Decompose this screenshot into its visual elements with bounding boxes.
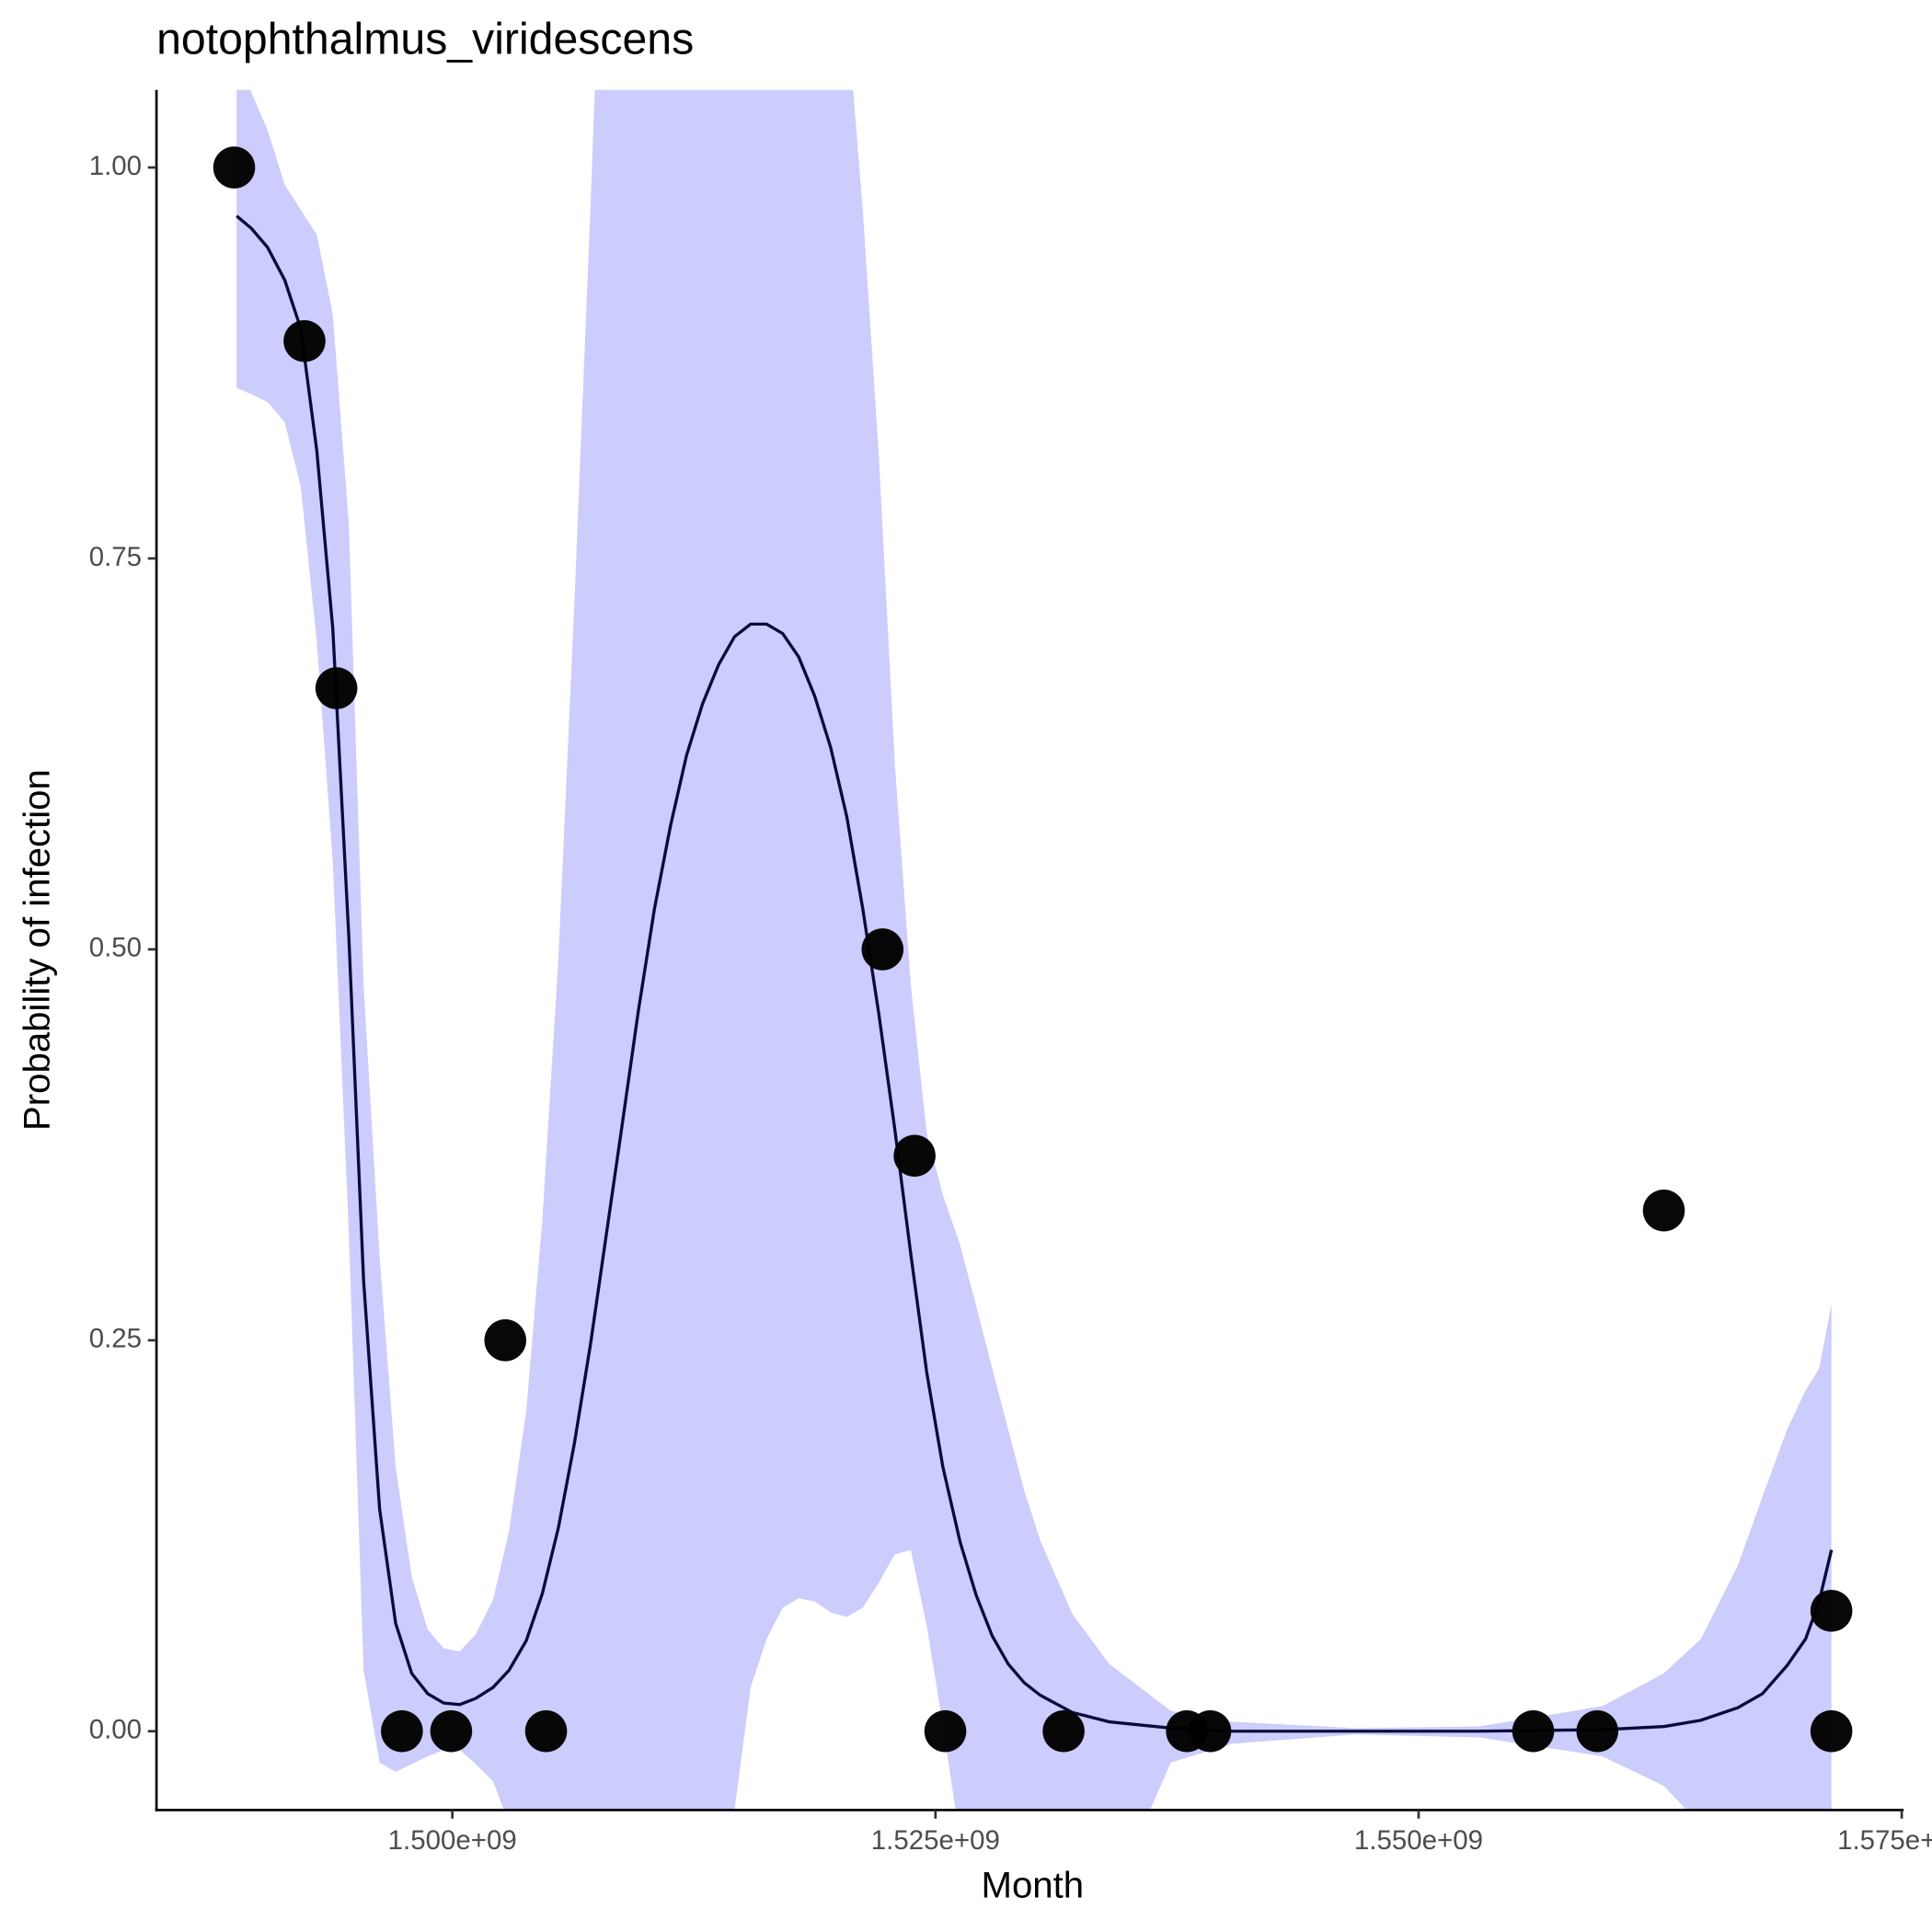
x-tick-label: 1.500e+09 <box>388 1825 517 1856</box>
y-tick-label: 1.00 <box>89 151 142 181</box>
data-point <box>1810 1709 1853 1753</box>
y-tick-label: 0.75 <box>89 542 142 572</box>
data-point <box>1042 1709 1085 1753</box>
y-tick-label: 0.00 <box>89 1715 142 1745</box>
data-point <box>1642 1189 1685 1232</box>
y-tick-label: 0.50 <box>89 933 142 963</box>
fit-line <box>236 214 1834 1733</box>
data-point <box>283 319 326 362</box>
data-point <box>315 667 358 709</box>
data-point <box>213 146 256 189</box>
data-point <box>430 1709 473 1753</box>
confidence-band <box>236 89 1832 1811</box>
chart-title: notophthalmus_viridescens <box>156 14 694 63</box>
x-tick-label: 1.575e+09 <box>1837 1825 1932 1856</box>
plot-area <box>213 89 1853 1811</box>
y-tick-label: 0.25 <box>89 1324 142 1354</box>
data-point <box>381 1709 423 1753</box>
data-point <box>524 1709 568 1753</box>
x-axis-title: Month <box>982 1864 1085 1905</box>
data-point <box>893 1134 936 1178</box>
data-point <box>861 928 904 971</box>
data-point <box>1512 1709 1555 1753</box>
data-point <box>1189 1709 1232 1753</box>
data-point <box>924 1709 967 1753</box>
y-axis-title: Probability of infection <box>16 769 57 1131</box>
x-tick-label: 1.550e+09 <box>1354 1825 1483 1856</box>
x-tick-label: 1.525e+09 <box>871 1825 1000 1856</box>
data-point <box>1576 1709 1619 1753</box>
data-point <box>1810 1590 1853 1632</box>
data-point <box>484 1319 527 1362</box>
